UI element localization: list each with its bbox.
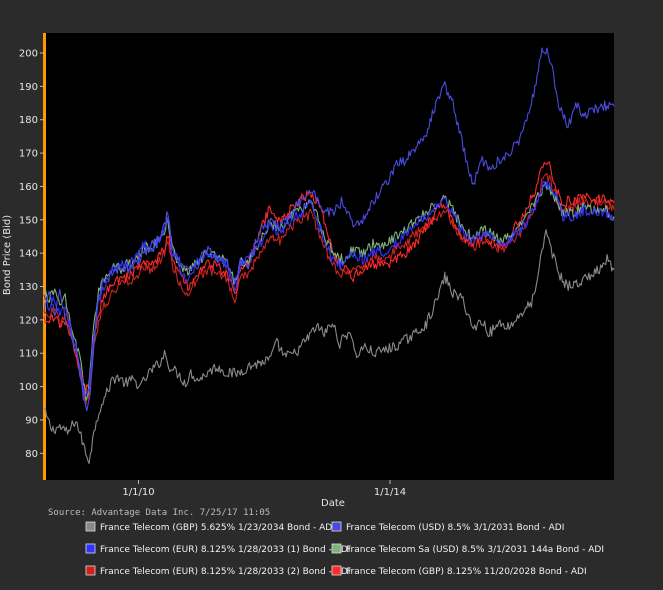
- series-line: [43, 180, 615, 397]
- y-tick-label: 80: [25, 449, 38, 460]
- series-line: [43, 161, 615, 395]
- legend-label: France Telecom (EUR) 8.125% 1/28/2033 (1…: [100, 545, 350, 555]
- legend-swatch: [331, 521, 342, 532]
- y-axis: 80 90 100 110 120 130 140 150 160 170 180 190 200: [19, 49, 44, 460]
- legend: France Telecom (GBP) 5.625% 1/23/2034 Bo…: [85, 521, 604, 577]
- y-tick-label: 100: [19, 382, 38, 393]
- y-tick-label: 190: [19, 82, 38, 93]
- x-axis: 1/1/10 1/1/14: [122, 480, 406, 498]
- series-layer: [43, 47, 615, 465]
- legend-swatch: [331, 565, 342, 576]
- legend-label: France Telecom (GBP) 5.625% 1/23/2034 Bo…: [100, 523, 335, 533]
- y-tick-label: 150: [19, 215, 38, 226]
- legend-label: France Telecom (GBP) 8.125% 11/20/2028 B…: [346, 567, 587, 577]
- x-axis-title: Date: [321, 498, 345, 509]
- legend-label: France Telecom (USD) 8.5% 3/1/2031 Bond …: [346, 523, 564, 533]
- y-tick-label: 170: [19, 149, 38, 160]
- y-tick-label: 180: [19, 115, 38, 126]
- y-tick-label: 90: [25, 415, 38, 426]
- legend-swatch: [331, 543, 342, 554]
- legend-label: France Telecom (EUR) 8.125% 1/28/2033 (2…: [100, 567, 350, 577]
- x-tick-label: 1/1/10: [122, 487, 154, 498]
- series-line: [43, 47, 615, 412]
- legend-swatch: [85, 565, 96, 576]
- legend-swatch: [85, 543, 96, 554]
- y-tick-label: 140: [19, 249, 38, 260]
- legend-swatch: [85, 521, 96, 532]
- source-note: Source: Advantage Data Inc. 7/25/17 11:0…: [48, 508, 270, 518]
- legend-label: France Telecom Sa (USD) 8.5% 3/1/2031 14…: [346, 545, 604, 555]
- y-tick-label: 130: [19, 282, 38, 293]
- series-line: [43, 229, 615, 465]
- y-tick-label: 110: [19, 349, 38, 360]
- y-tick-label: 200: [19, 49, 38, 60]
- x-tick-label: 1/1/14: [374, 487, 406, 498]
- y-tick-label: 120: [19, 315, 38, 326]
- y-tick-label: 160: [19, 182, 38, 193]
- y-axis-title: Bond Price (Bid): [2, 215, 13, 295]
- plot-left-accent: [43, 33, 46, 480]
